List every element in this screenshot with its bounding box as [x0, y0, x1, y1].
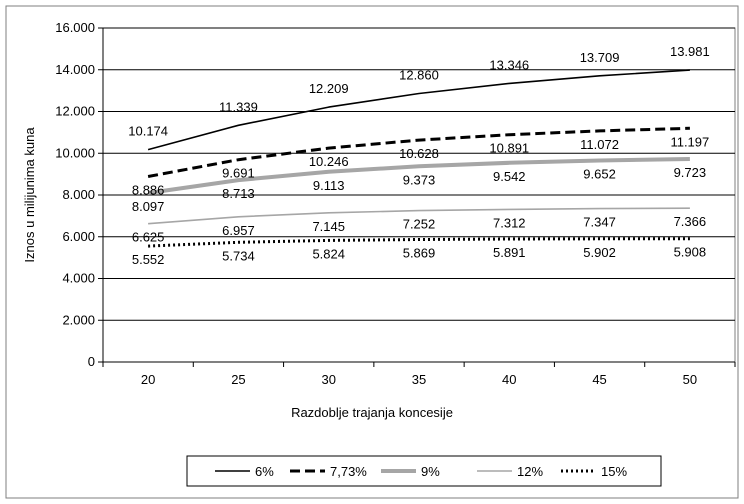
data-label: 9.652	[583, 167, 616, 182]
data-label: 9.691	[222, 166, 255, 181]
x-axis-title: Razdoblje trajanja koncesije	[291, 405, 453, 420]
x-tick-label: 40	[502, 372, 516, 387]
data-label: 11.197	[670, 134, 709, 149]
x-tick-label: 20	[141, 372, 155, 387]
data-label: 9.723	[674, 165, 707, 180]
data-label: 5.734	[222, 248, 255, 263]
x-tick-label: 45	[592, 372, 606, 387]
data-label: 13.346	[489, 57, 529, 72]
y-tick-label: 12.000	[55, 104, 95, 119]
data-label: 10.246	[309, 154, 349, 169]
data-label: 7.312	[493, 215, 526, 230]
series-line-1	[147, 69, 690, 151]
y-tick-label: 0	[88, 354, 95, 369]
legend-label: 12%	[517, 464, 543, 479]
data-label: 9.373	[403, 172, 436, 187]
data-label: 5.824	[312, 246, 345, 261]
data-label: 13.981	[670, 44, 710, 59]
data-label: 5.869	[403, 245, 436, 260]
y-tick-label: 10.000	[55, 145, 95, 160]
data-label: 10.628	[399, 146, 439, 161]
data-label: 5.902	[583, 245, 616, 260]
legend-label: 15%	[601, 464, 627, 479]
data-label: 5.908	[674, 245, 707, 260]
y-tick-label: 2.000	[62, 312, 95, 327]
data-label: 12.860	[399, 68, 439, 83]
data-label: 5.552	[132, 252, 165, 267]
data-label: 9.542	[493, 169, 526, 184]
y-tick-label: 16.000	[55, 20, 95, 35]
legend: 6% 7,73% 9% 12% 15%	[186, 455, 662, 487]
data-label: 11.339	[219, 99, 258, 114]
data-label: 7.252	[403, 217, 436, 232]
data-label: 12.209	[309, 81, 349, 96]
data-label: 11.072	[580, 137, 619, 152]
series-line-5	[148, 237, 690, 248]
y-tick-label: 4.000	[62, 271, 95, 286]
data-label: 6.957	[222, 223, 255, 238]
data-label: 7.347	[583, 215, 616, 230]
gridlines	[103, 27, 735, 321]
x-tick-label: 35	[412, 372, 426, 387]
data-label: 6.625	[132, 230, 165, 245]
x-tick-label: 30	[321, 372, 335, 387]
series-lines	[147, 69, 690, 248]
data-label: 8.097	[132, 199, 165, 214]
legend-label: 9%	[421, 464, 440, 479]
data-label: 7.366	[674, 214, 707, 229]
data-labels: 10.174 11.339 12.209 12.860 13.346 13.709 13.9…	[128, 44, 709, 267]
legend-label: 6%	[255, 464, 274, 479]
x-tick-label: 25	[231, 372, 245, 387]
data-label: 7.145	[312, 219, 345, 234]
y-tick-label: 14.000	[55, 62, 95, 77]
axes: 0 2.000 4.000 6.000 8.000 10.000 12.000 14.000 1…	[55, 20, 736, 387]
x-tick-label: 50	[683, 372, 697, 387]
y-tick-label: 6.000	[62, 229, 95, 244]
data-label: 8.713	[222, 186, 255, 201]
y-tick-label: 8.000	[62, 187, 95, 202]
series-line-4	[148, 207, 690, 225]
legend-label: 7,73%	[330, 464, 367, 479]
data-label: 13.709	[580, 50, 620, 65]
data-label: 8.886	[132, 183, 165, 198]
data-label: 10.891	[489, 141, 529, 156]
series-line-2	[147, 126, 690, 178]
data-label: 5.891	[493, 245, 526, 260]
data-label: 10.174	[128, 124, 168, 139]
y-axis-title: Iznos u milijunima kuna	[22, 127, 37, 263]
data-label: 9.113	[313, 178, 345, 193]
series-line-3	[147, 157, 690, 195]
